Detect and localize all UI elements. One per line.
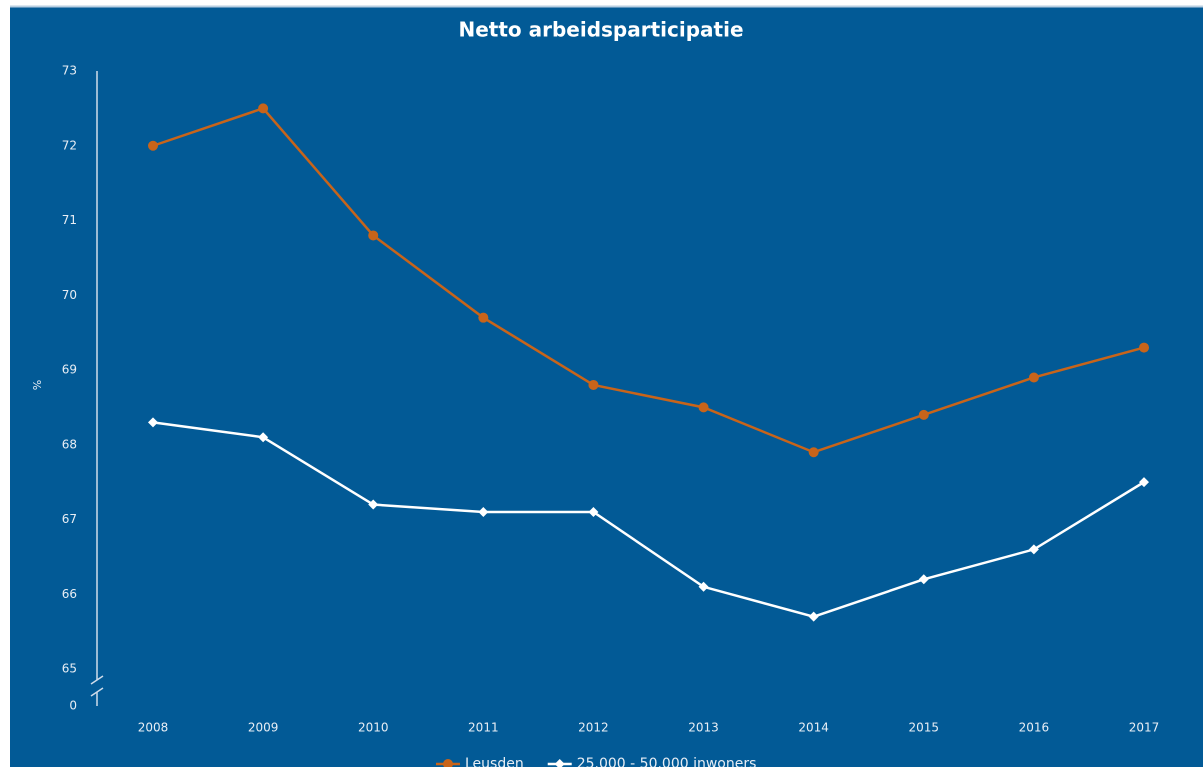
y-tick-label: 73 xyxy=(62,64,77,78)
y-axis-label: % xyxy=(31,380,44,390)
marker xyxy=(698,402,709,413)
y-tick-label: 67 xyxy=(62,512,77,526)
marker xyxy=(1028,544,1039,555)
y-tick-label: 69 xyxy=(62,363,77,377)
marker xyxy=(148,417,158,428)
marker xyxy=(368,499,379,510)
marker xyxy=(478,312,489,323)
series-line xyxy=(152,421,1145,618)
x-tick-label: 2016 xyxy=(1019,721,1050,735)
marker xyxy=(808,611,819,622)
x-tick-label: 2015 xyxy=(909,721,940,735)
legend-label: 25.000 - 50.000 inwoners xyxy=(577,756,757,767)
marker xyxy=(1139,477,1149,488)
marker xyxy=(478,507,489,518)
axis-break xyxy=(90,687,104,697)
legend-label: Leusden xyxy=(465,756,524,767)
x-tick-label: 2012 xyxy=(578,721,609,735)
x-tick-label: 2008 xyxy=(138,721,169,735)
y-tick-label: 71 xyxy=(62,213,77,227)
y-tick-label: 65 xyxy=(62,662,77,676)
marker xyxy=(148,140,158,151)
series-line xyxy=(152,106,1145,454)
y-tick-label: 66 xyxy=(62,587,77,601)
axis-break xyxy=(90,675,104,685)
marker xyxy=(258,103,269,114)
x-tick-label: 2013 xyxy=(688,721,719,735)
y-tick-label: 68 xyxy=(62,437,77,451)
marker xyxy=(588,507,599,518)
x-tick-label: 2010 xyxy=(358,721,389,735)
marker xyxy=(368,230,379,241)
marker xyxy=(443,759,453,767)
x-tick-label: 2011 xyxy=(468,721,499,735)
x-tick-label: 2017 xyxy=(1129,721,1160,735)
y-tick-label: 70 xyxy=(62,288,77,302)
marker xyxy=(554,759,565,767)
marker xyxy=(698,581,709,592)
marker xyxy=(918,574,929,585)
marker xyxy=(1028,372,1039,383)
marker xyxy=(588,379,599,390)
x-tick-label: 2014 xyxy=(798,721,829,735)
marker xyxy=(258,432,269,443)
x-tick-label: 2009 xyxy=(248,721,279,735)
chart-title: Netto arbeidsparticipatie xyxy=(458,18,743,42)
marker xyxy=(1139,342,1149,353)
y-tick-label: 0 xyxy=(69,699,77,713)
marker xyxy=(918,409,929,420)
y-tick-label: 72 xyxy=(62,138,77,152)
marker xyxy=(808,447,819,458)
